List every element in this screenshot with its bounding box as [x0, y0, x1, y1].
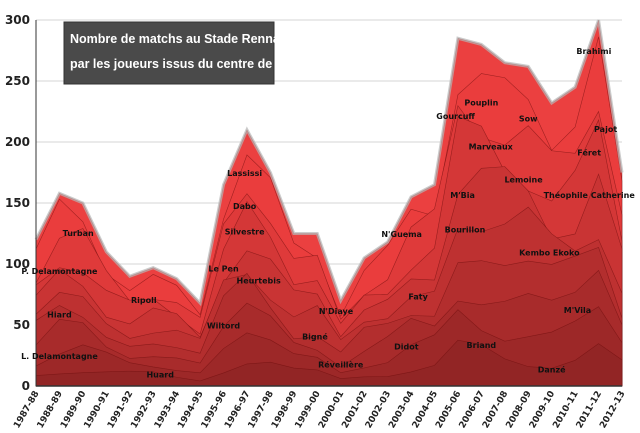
player-label: Turban [63, 229, 94, 238]
player-label: Pajot [594, 125, 617, 134]
player-label: N'Guema [381, 230, 422, 239]
player-label: Huard [146, 370, 174, 379]
player-label: Sow [519, 114, 538, 123]
player-label: N'Diaye [319, 307, 354, 316]
player-label: M'Vila [564, 306, 591, 315]
player-label: Féret [577, 147, 601, 157]
y-tick-label: 0 [22, 379, 30, 393]
player-label: Wiltord [207, 322, 241, 331]
player-label: Marveaux [469, 142, 514, 151]
title-box: Nombre de matchs au Stade Rennais par le… [63, 21, 333, 85]
player-label: M'Bia [450, 191, 475, 200]
player-label: L. Delamontagne [21, 352, 98, 361]
player-label: Théophile Catherine [544, 190, 636, 200]
player-label: Pouplin [464, 98, 498, 107]
player-label: Lassissi [227, 169, 262, 178]
player-label: Briand [467, 341, 497, 350]
axes [35, 20, 622, 387]
player-label: Hiard [47, 311, 72, 320]
area-band [35, 339, 623, 387]
title-background [63, 21, 275, 85]
player-label: Dabo [233, 202, 257, 211]
x-tick-labels: 1987-881988-891989-901990-911991-921992-… [12, 390, 627, 431]
y-tick-label: 200 [5, 135, 30, 149]
player-labels: L. Delamontagne Hiard P. Delamontagne Turba… [21, 47, 635, 379]
player-label: Le Pen [208, 264, 239, 273]
player-label: Didot [394, 342, 419, 351]
player-label: Gourcuff [436, 112, 475, 121]
player-label: P. Delamontagne [21, 267, 98, 276]
player-label: Ripoll [131, 296, 157, 305]
y-tick-label: 50 [13, 318, 30, 332]
player-label: Réveillère [318, 360, 364, 370]
chart-title-line-2: par les joueurs issus du centre de forma… [70, 57, 333, 71]
total-outline [34, 19, 624, 307]
y-tick-label: 250 [5, 74, 30, 88]
y-tick-labels: 0 50 100 150 200 250 300 [5, 13, 30, 393]
area-bands [34, 19, 624, 387]
player-label: Silvestre [225, 228, 265, 237]
player-label: Brahimi [576, 47, 611, 56]
y-tick-label: 150 [5, 196, 30, 210]
player-label: Danzé [538, 365, 566, 375]
player-label: Bigné [302, 332, 328, 342]
y-tick-label: 100 [5, 257, 30, 271]
player-label: Lemoine [504, 175, 543, 184]
chart-title-line-1: Nombre de matchs au Stade Rennais [70, 32, 290, 46]
player-label: Bourillon [445, 225, 486, 234]
player-label: Kembo Ekoko [519, 248, 580, 257]
player-label: Faty [408, 292, 428, 301]
player-label: Heurtebis [237, 277, 281, 286]
y-tick-label: 300 [5, 13, 30, 27]
